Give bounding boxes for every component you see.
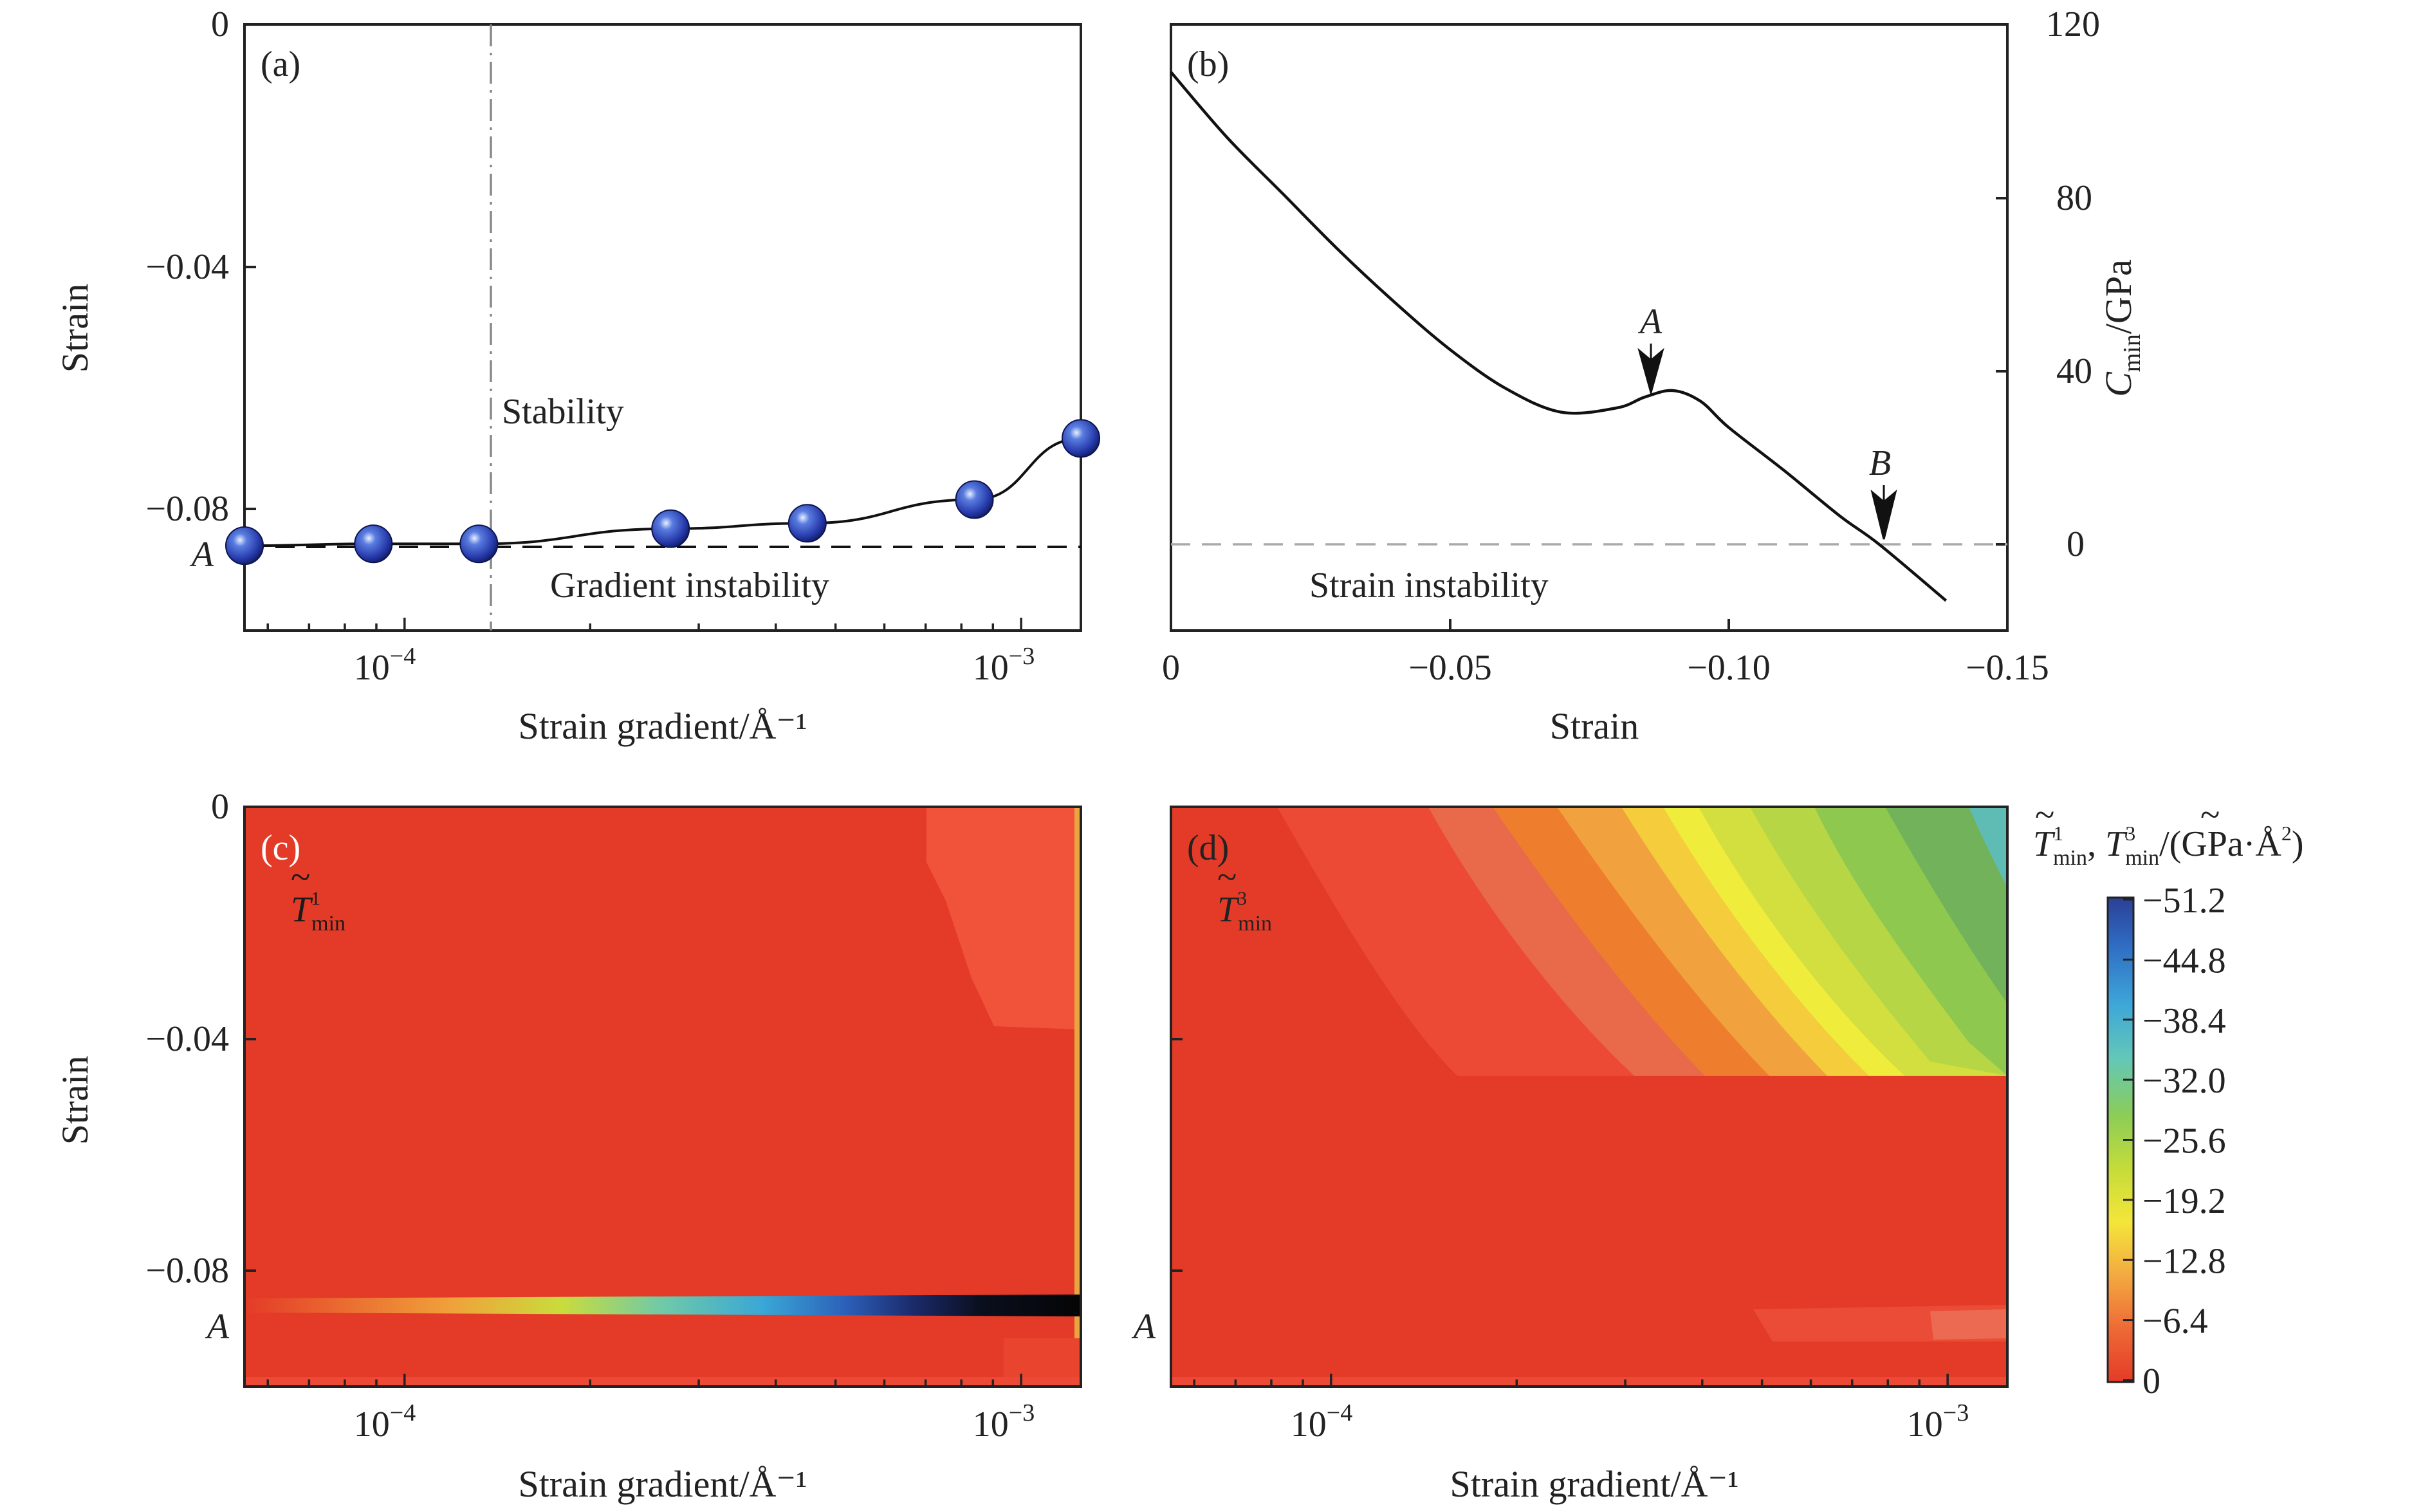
colorbar-tick-label: −12.8	[2142, 1241, 2226, 1281]
colorbar-title: T1 min, T3 min/(GPa·Å2)	[2033, 822, 2304, 870]
panel-c-xlabel: Strain gradient/Å⁻¹	[518, 1463, 807, 1505]
panel-c-frame	[243, 806, 1082, 1388]
panel-c: (c) T1 min ~ 0 −0.04 −0.08 A 10−4 10−3 St…	[54, 787, 1082, 1505]
panel-b-label: (b)	[1187, 44, 1229, 84]
colorbar-tick-label: −44.8	[2142, 941, 2226, 981]
panel-b-xaxis: 0 −0.05 −0.10 −0.15	[1162, 619, 2049, 688]
panel-d-yaxis: A	[1131, 1038, 1183, 1347]
colorbar-tick-label: 0	[2142, 1361, 2160, 1401]
xtick-b-m005: −0.05	[1408, 648, 1492, 688]
marker-B-label: B	[1869, 443, 1891, 483]
marker-A: A	[1637, 302, 1664, 396]
panel-c-field-tilde: ~	[291, 858, 310, 898]
xtick-b-0: 0	[1162, 648, 1180, 688]
colorbar-tilde-3: ~	[2200, 795, 2220, 835]
colorbar-tick-label: −25.6	[2142, 1121, 2226, 1161]
panel-a: (a) 0 −0.04 −0.08 A 10−4 10−3 Strain Str…	[54, 5, 1100, 747]
marker-B: B	[1869, 443, 1897, 540]
panel-c-field-label: T1 min	[291, 888, 345, 936]
xtick-a-1e3: 10−3	[973, 643, 1035, 688]
panel-b-curve	[1170, 71, 1948, 602]
xtick-c-1e3: 10−3	[973, 1399, 1035, 1444]
ytick-c-m004: −0.04	[145, 1019, 229, 1059]
panel-a-label: (a)	[261, 44, 300, 84]
panel-b-frame	[1170, 23, 2009, 632]
panel-c-label: (c)	[261, 828, 300, 868]
panel-c-ylabel: Strain	[54, 1056, 96, 1145]
colorbar-ticks: −51.2 −44.8 −38.4 −32.0 −25.6 −19.2 −12.8 −6.4 0	[2123, 881, 2226, 1401]
colorbar-tick-label: −38.4	[2142, 1001, 2226, 1041]
panel-c-heatmap	[244, 807, 1081, 1387]
xtick-c-1e4: 10−4	[354, 1399, 416, 1444]
panel-b-ylabel: Cmin/GPa	[2097, 259, 2146, 397]
data-point-4	[788, 504, 827, 543]
gradient-instability-annotation: Gradient instability	[550, 566, 829, 605]
xtick-b-m010: −0.10	[1687, 648, 1771, 688]
panel-a-yaxis: 0 −0.04 −0.08 A	[145, 5, 256, 575]
colorbar-tick-label: −6.4	[2142, 1302, 2208, 1341]
data-point-5	[955, 480, 994, 519]
strain-instability-annotation: Strain instability	[1309, 566, 1549, 605]
a-marker-label: A	[189, 535, 214, 575]
data-point-6	[1062, 419, 1100, 458]
panel-d-field-label: T3 min	[1217, 888, 1272, 936]
panel-d: (d) T3 min ~ A 10−4 10−3 Strain gradient/…	[1131, 806, 2009, 1505]
panel-d-field-tilde: ~	[1217, 858, 1237, 898]
marker-B-arrow	[1870, 485, 1897, 540]
ytick-b-80: 80	[2056, 178, 2092, 218]
panel-c-xaxis: 10−4 10−3	[266, 1374, 1035, 1444]
colorbar-tick-label: −32.0	[2142, 1061, 2226, 1101]
data-point-2	[459, 524, 499, 564]
panel-b-yaxis: 120 80 40 0	[1996, 5, 2100, 564]
marker-A-label: A	[1637, 302, 1663, 342]
panel-a-xaxis: 10−4 10−3	[266, 618, 1035, 688]
panel-a-ylabel: Strain	[54, 284, 96, 373]
panel-d-xaxis: 10−4 10−3	[1193, 1374, 1969, 1444]
colorbar-tick-label: −51.2	[2142, 881, 2226, 921]
ytick-c-m008: −0.08	[145, 1251, 229, 1291]
panel-d-frame	[1170, 806, 2009, 1388]
panel-b-xlabel: Strain	[1550, 705, 1639, 747]
ytick-a-m004: −0.04	[145, 247, 229, 287]
colorbar-tilde-1: ~	[2035, 795, 2054, 835]
panel-c-yaxis: 0 −0.04 −0.08 A	[145, 787, 256, 1347]
xtick-a-1e4: 10−4	[354, 643, 416, 688]
panel-a-frame	[243, 23, 1082, 632]
stability-annotation: Stability	[502, 392, 624, 432]
data-point-1	[354, 524, 393, 564]
panel-a-points	[225, 419, 1100, 566]
panel-a-xlabel: Strain gradient/Å⁻¹	[518, 705, 807, 747]
xtick-d-1e4: 10−4	[1291, 1399, 1352, 1444]
c-marker-label: A	[205, 1307, 230, 1347]
colorbar-tick-label: −19.2	[2142, 1181, 2226, 1221]
ytick-a-m008: −0.08	[145, 489, 229, 529]
data-point-0	[225, 526, 264, 566]
xtick-b-m015: −0.15	[1966, 648, 2049, 688]
ytick-a-0: 0	[211, 5, 229, 44]
panel-d-heatmap	[1171, 807, 2007, 1387]
panel-d-xlabel: Strain gradient/Å⁻¹	[1450, 1463, 1738, 1505]
panel-b: (b) 0 −0.05 −0.10 −0.15 120 80 40 0 Stra…	[1162, 5, 2146, 747]
xtick-d-1e3: 10−3	[1907, 1399, 1969, 1444]
ytick-b-120: 120	[2046, 5, 2100, 44]
colorbar: T1 min, T3 min/(GPa·Å2) ~ ~ −51.2 −44.8 −38.…	[2033, 795, 2304, 1401]
ytick-b-0: 0	[2067, 524, 2085, 564]
ytick-b-40: 40	[2056, 351, 2092, 391]
d-marker-label: A	[1131, 1307, 1156, 1347]
ytick-c-0: 0	[211, 787, 229, 827]
marker-A-arrow	[1637, 344, 1664, 396]
panel-d-label: (d)	[1187, 828, 1229, 868]
data-point-3	[651, 509, 690, 548]
